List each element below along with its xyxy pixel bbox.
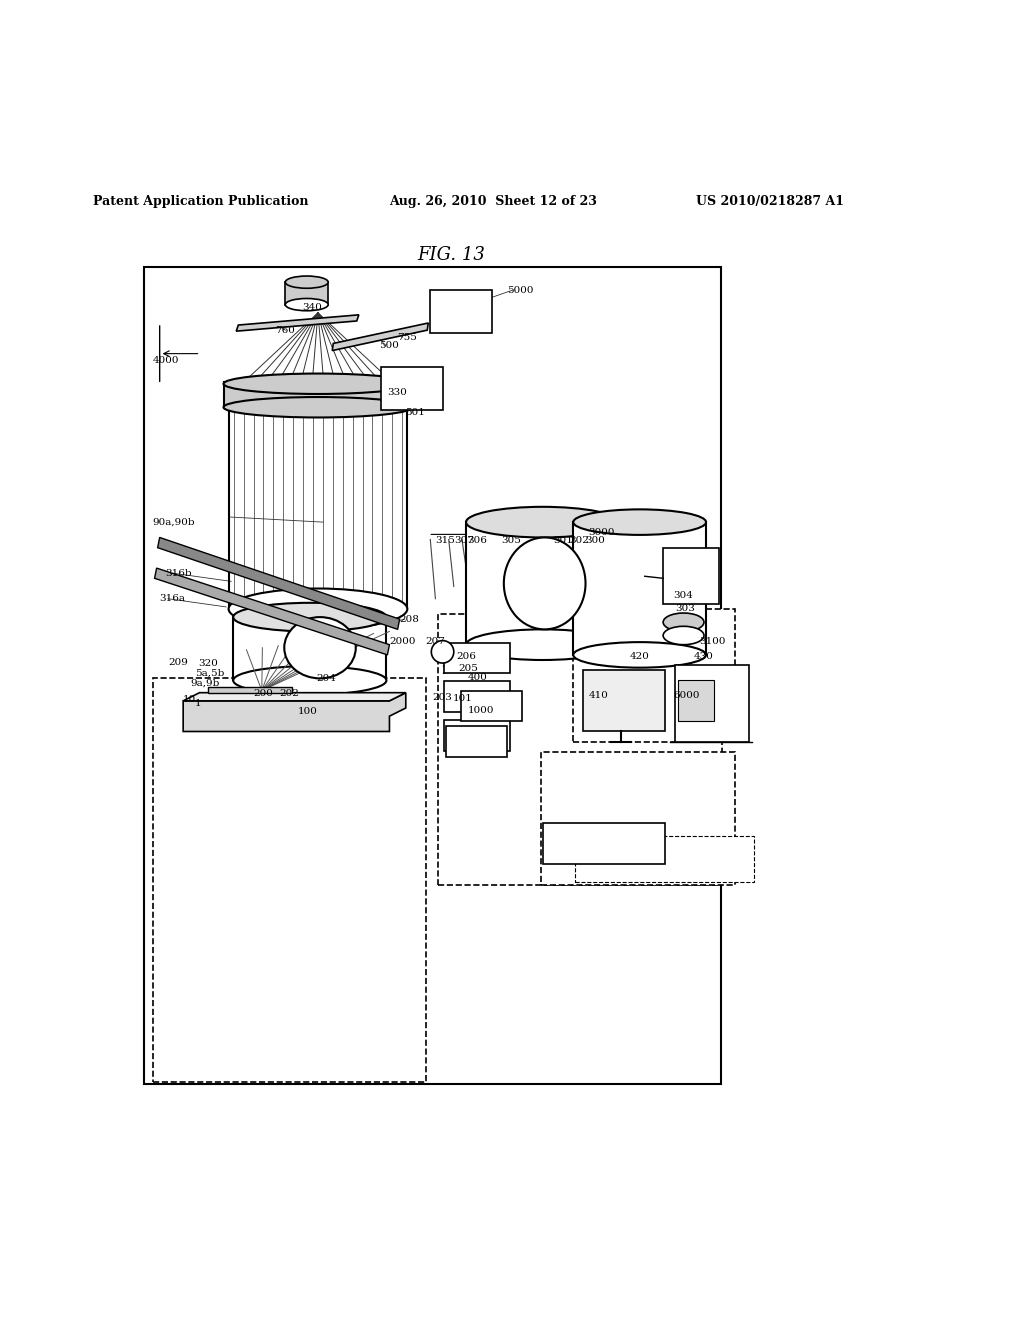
Text: 5000: 5000: [507, 286, 534, 294]
Ellipse shape: [223, 397, 413, 417]
Text: 200: 200: [254, 689, 273, 698]
Bar: [664, 548, 719, 603]
Polygon shape: [208, 686, 293, 693]
Bar: [286, 282, 328, 305]
Text: 100: 100: [298, 706, 317, 715]
Bar: [153, 678, 426, 1082]
Bar: [573, 523, 706, 655]
Text: 204: 204: [316, 675, 336, 682]
Text: 2000: 2000: [389, 638, 416, 645]
Bar: [443, 643, 510, 673]
Text: 307: 307: [454, 536, 474, 545]
Text: Patent Application Publication: Patent Application Publication: [93, 195, 309, 209]
Text: 400: 400: [468, 673, 488, 682]
Polygon shape: [332, 323, 428, 351]
Text: 303: 303: [676, 605, 695, 614]
Bar: [676, 665, 749, 742]
Text: 205: 205: [458, 664, 478, 673]
Ellipse shape: [466, 630, 620, 660]
Text: 209: 209: [168, 657, 187, 667]
Bar: [445, 726, 507, 756]
Text: 304: 304: [674, 591, 693, 601]
Ellipse shape: [285, 618, 355, 678]
Text: 500: 500: [379, 341, 399, 350]
Text: 316a: 316a: [160, 594, 185, 603]
Text: 300: 300: [586, 536, 605, 545]
Text: 1: 1: [195, 700, 201, 709]
Bar: [443, 681, 510, 711]
Text: 306: 306: [467, 536, 487, 545]
Bar: [461, 690, 522, 721]
Ellipse shape: [223, 374, 413, 393]
Text: 301: 301: [553, 536, 572, 545]
Text: 410: 410: [589, 692, 608, 700]
Text: 330: 330: [387, 388, 408, 397]
Ellipse shape: [228, 589, 408, 630]
Ellipse shape: [466, 507, 620, 537]
Ellipse shape: [431, 640, 454, 663]
Polygon shape: [158, 537, 399, 630]
Text: 101: 101: [453, 694, 473, 704]
Text: 315: 315: [435, 536, 456, 545]
Text: 9a,9b: 9a,9b: [190, 678, 220, 688]
Text: 3000: 3000: [589, 528, 615, 537]
Bar: [543, 824, 666, 865]
Ellipse shape: [664, 612, 703, 631]
Text: Aug. 26, 2010  Sheet 12 of 23: Aug. 26, 2010 Sheet 12 of 23: [389, 195, 597, 209]
Ellipse shape: [664, 626, 703, 644]
Text: 430: 430: [694, 652, 714, 661]
Ellipse shape: [504, 537, 586, 630]
Ellipse shape: [228, 374, 408, 414]
Bar: [541, 752, 734, 884]
Text: 320: 320: [199, 659, 218, 668]
Polygon shape: [237, 315, 358, 331]
Bar: [679, 680, 714, 721]
Ellipse shape: [573, 510, 706, 535]
Bar: [381, 367, 442, 409]
Text: 207: 207: [425, 638, 445, 645]
Text: 90a,90b: 90a,90b: [153, 517, 196, 527]
Bar: [438, 614, 722, 884]
Polygon shape: [183, 693, 406, 701]
Ellipse shape: [286, 298, 328, 310]
Text: 501: 501: [404, 408, 425, 417]
Text: 340: 340: [303, 304, 323, 312]
Text: 6000: 6000: [674, 692, 699, 700]
Bar: [575, 836, 754, 882]
Text: 755: 755: [397, 333, 418, 342]
Polygon shape: [155, 568, 389, 655]
Text: 305: 305: [501, 536, 520, 545]
Text: 420: 420: [630, 652, 649, 661]
Text: 3100: 3100: [699, 638, 725, 645]
Text: 5a,5b: 5a,5b: [196, 669, 225, 677]
Ellipse shape: [233, 667, 386, 694]
Text: 302: 302: [569, 536, 589, 545]
Text: US 2010/0218287 A1: US 2010/0218287 A1: [696, 195, 844, 209]
Bar: [430, 290, 492, 333]
Bar: [223, 381, 413, 408]
Text: 202: 202: [280, 689, 299, 698]
Text: 10: 10: [183, 696, 197, 705]
Ellipse shape: [573, 642, 706, 668]
Text: 203: 203: [432, 693, 453, 702]
Ellipse shape: [286, 276, 328, 288]
Bar: [466, 523, 620, 644]
Text: 208: 208: [399, 615, 420, 623]
Text: 1000: 1000: [468, 705, 495, 714]
Ellipse shape: [233, 603, 386, 631]
Text: FIG. 13: FIG. 13: [417, 247, 484, 264]
Text: 316b: 316b: [165, 569, 191, 578]
Text: 4000: 4000: [153, 356, 179, 366]
Bar: [584, 671, 666, 731]
Text: 760: 760: [275, 326, 295, 335]
Bar: [443, 721, 510, 751]
Text: 206: 206: [456, 652, 476, 661]
Bar: [144, 267, 721, 1084]
Bar: [573, 609, 734, 742]
Polygon shape: [183, 693, 406, 731]
